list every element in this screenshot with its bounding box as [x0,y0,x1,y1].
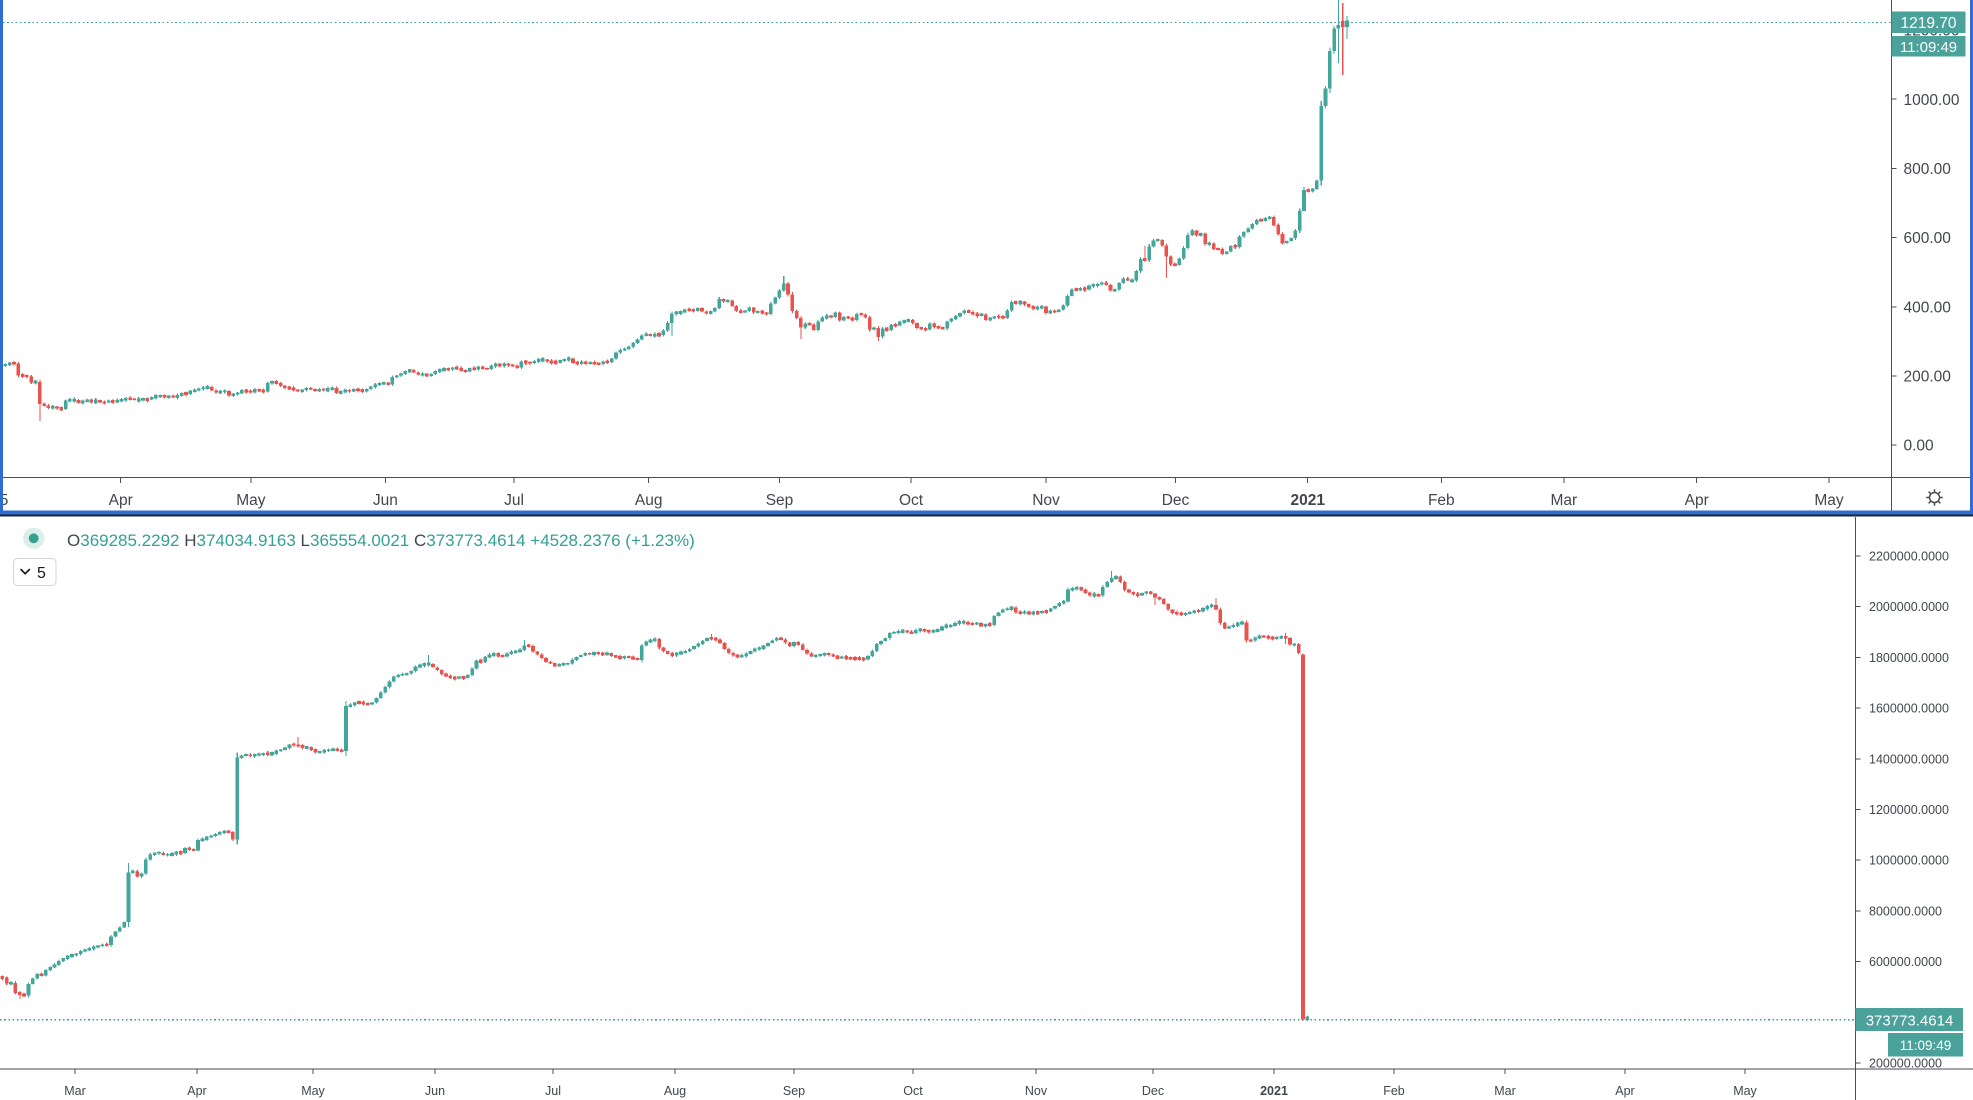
svg-text:5: 5 [37,565,46,582]
svg-text:2200000.0000: 2200000.0000 [1869,549,1949,563]
svg-text:Apr: Apr [1685,492,1709,509]
svg-text:0.00: 0.00 [1904,438,1935,455]
svg-text:Nov: Nov [1032,492,1060,509]
svg-text:1200000.0000: 1200000.0000 [1869,803,1949,817]
svg-text:Dec: Dec [1142,1084,1164,1098]
svg-text:May: May [301,1084,325,1098]
svg-text:800000.0000: 800000.0000 [1869,905,1942,919]
svg-text:5: 5 [0,492,8,509]
svg-text:600000.0000: 600000.0000 [1869,955,1942,969]
svg-text:Apr: Apr [109,492,133,509]
svg-text:Jul: Jul [545,1084,561,1098]
svg-text:11:09:49: 11:09:49 [1900,39,1957,56]
svg-text:1600000.0000: 1600000.0000 [1869,702,1949,716]
svg-text:Mar: Mar [64,1084,86,1098]
svg-text:Mar: Mar [1550,492,1577,509]
svg-text:400.00: 400.00 [1904,299,1952,316]
svg-text:May: May [1733,1084,1757,1098]
svg-text:1400000.0000: 1400000.0000 [1869,752,1949,766]
svg-text:373773.4614: 373773.4614 [1866,1013,1954,1030]
svg-text:Sep: Sep [783,1084,805,1098]
svg-text:800.00: 800.00 [1904,161,1952,178]
svg-text:200000.0000: 200000.0000 [1869,1057,1942,1071]
svg-text:2000000.0000: 2000000.0000 [1869,600,1949,614]
svg-text:1219.70: 1219.70 [1900,15,1956,32]
svg-text:2021: 2021 [1260,1084,1288,1098]
svg-text:O369285.2292 H374034.9163 L365: O369285.2292 H374034.9163 L365554.0021 C… [67,531,695,550]
svg-text:1800000.0000: 1800000.0000 [1869,651,1949,665]
svg-text:Dec: Dec [1162,492,1190,509]
svg-text:Mar: Mar [1494,1084,1516,1098]
svg-text:May: May [1814,492,1844,509]
svg-text:Oct: Oct [899,492,924,509]
svg-text:200.00: 200.00 [1904,368,1952,385]
svg-text:Oct: Oct [903,1084,923,1098]
svg-text:Jul: Jul [504,492,524,509]
svg-text:May: May [236,492,266,509]
svg-text:Apr: Apr [1615,1084,1634,1098]
svg-text:600.00: 600.00 [1904,230,1952,247]
svg-text:Nov: Nov [1025,1084,1048,1098]
svg-text:Sep: Sep [766,492,794,509]
svg-text:2021: 2021 [1290,492,1325,509]
svg-text:11:09:49: 11:09:49 [1900,1038,1952,1053]
svg-text:1000000.0000: 1000000.0000 [1869,854,1949,868]
svg-text:Apr: Apr [187,1084,206,1098]
svg-text:Jun: Jun [425,1084,445,1098]
svg-text:Jun: Jun [373,492,398,509]
svg-text:Feb: Feb [1428,492,1455,509]
svg-text:Aug: Aug [635,492,663,509]
svg-text:1000.00: 1000.00 [1904,92,1960,109]
svg-text:Feb: Feb [1383,1084,1405,1098]
svg-text:Aug: Aug [664,1084,686,1098]
